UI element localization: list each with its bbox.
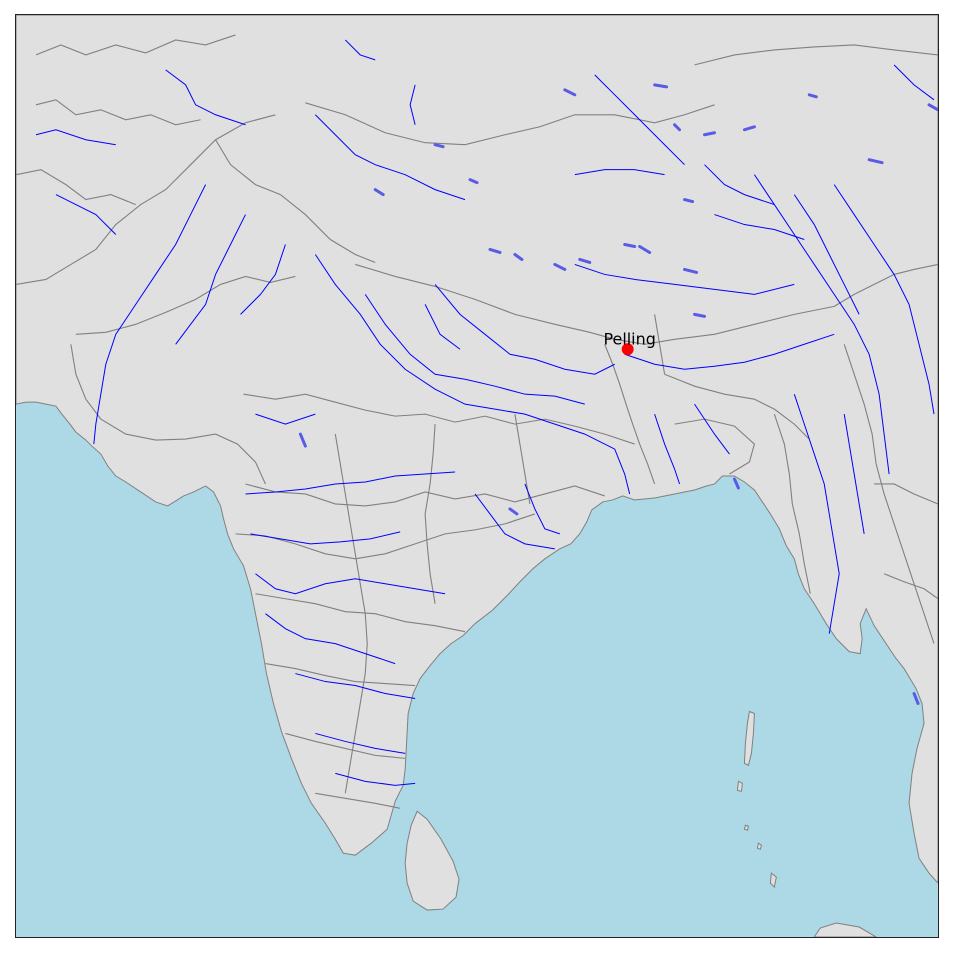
- borders: [16, 34, 938, 809]
- sumatra-tip: [813, 922, 878, 937]
- red-dot-icon[interactable]: [621, 343, 634, 356]
- map-svg: Pelling: [16, 15, 938, 937]
- andaman-islands: [736, 710, 777, 889]
- pelling-marker[interactable]: Pelling: [603, 329, 656, 356]
- map-frame: Pelling: [15, 14, 939, 938]
- marker-label: Pelling: [603, 329, 655, 348]
- lakes: [298, 83, 938, 706]
- mainland: [16, 15, 938, 884]
- rivers: [35, 39, 935, 786]
- sri-lanka: [404, 810, 460, 911]
